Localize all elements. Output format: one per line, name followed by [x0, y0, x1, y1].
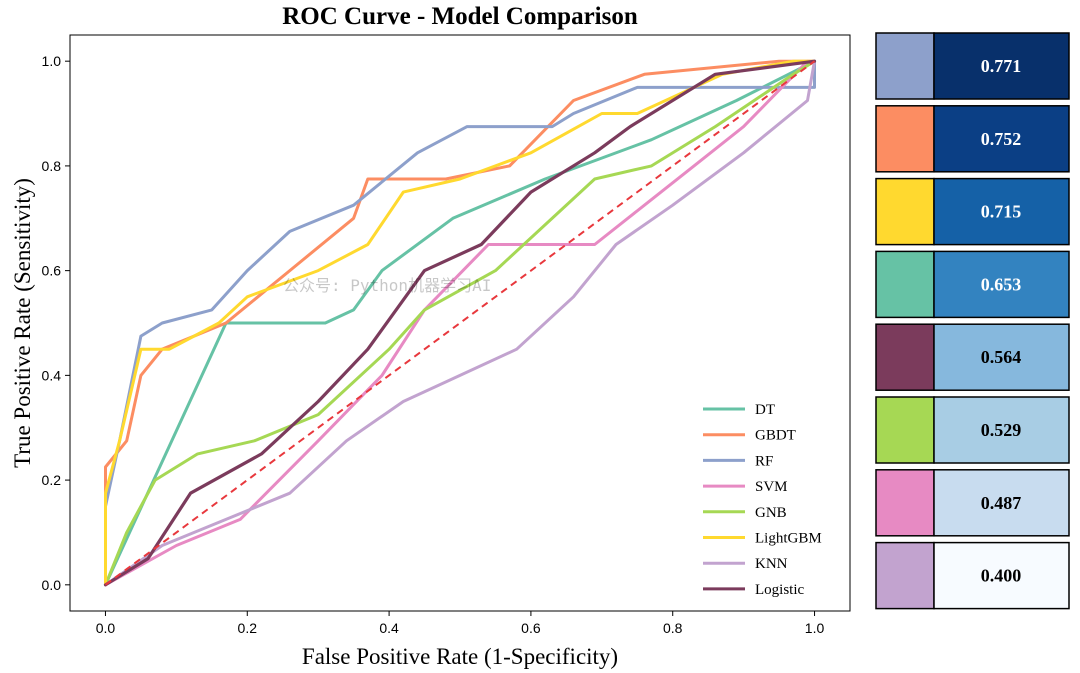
roc-line-knn: [104, 59, 816, 587]
y-tick-label: 0.0: [42, 577, 62, 593]
auc-cell-logistic: [933, 323, 1070, 391]
chart-title: ROC Curve - Model Comparison: [282, 3, 638, 30]
auc-swatch-gbdt: [875, 105, 935, 173]
legend-label-rf: RF: [755, 453, 773, 469]
auc-cell-gbdt: [933, 105, 1070, 173]
legend-label-dt: DT: [755, 402, 775, 418]
x-tick-label: 0.2: [238, 620, 258, 636]
x-tick-label: 1.0: [805, 620, 825, 636]
auc-swatch-lightgbm: [875, 177, 935, 246]
x-tick-label: 0.8: [663, 620, 683, 636]
y-axis-label: True Positive Rate (Sensitivity): [10, 178, 35, 468]
roc-line-logistic: [103, 59, 817, 587]
auc-swatch-rf: [875, 32, 935, 100]
legend: DT GBDT RF SVM GNB LightGBM KNN Logistic: [693, 392, 843, 604]
y-tick-label: 0.8: [42, 158, 62, 174]
auc-swatch-svm: [875, 469, 935, 537]
x-axis-label: False Positive Rate (1-Specificity): [302, 644, 618, 669]
auc-cell-gnb: [933, 396, 1070, 464]
axis-ticks: 0.0 0.2 0.4 0.6 0.8 1.0 0.0 0.2 0.4 0.6 0.8 1.0: [42, 53, 825, 636]
auc-cell-knn: [933, 541, 1070, 610]
auc-cell-dt: [933, 250, 1070, 319]
roc-line-gnb: [104, 59, 816, 587]
legend-label-gbdt: GBDT: [755, 428, 796, 444]
auc-swatch-knn: [875, 541, 935, 610]
legend-box: [693, 392, 843, 604]
x-tick-label: 0.6: [521, 620, 541, 636]
y-tick-label: 1.0: [42, 53, 62, 69]
legend-label-lightgbm: LightGBM: [755, 531, 822, 547]
auc-swatch-dt: [875, 250, 935, 319]
auc-cell-rf: [933, 32, 1070, 100]
diagonal-reference-line: [104, 60, 816, 586]
auc-swatch-logistic: [875, 323, 935, 391]
auc-panel: 0.771 0.752 0.715 0.653 0.564 0.529 0.487 0.400: [875, 32, 1070, 610]
roc-line-dt: [104, 59, 816, 587]
auc-value-gnb: 0.529: [981, 420, 1022, 440]
auc-cell-lightgbm: [933, 177, 1070, 246]
y-tick-label: 0.2: [42, 472, 62, 488]
auc-value-logistic: 0.564: [981, 347, 1022, 367]
auc-value-gbdt: 0.752: [981, 129, 1022, 149]
x-tick-label: 0.0: [96, 620, 116, 636]
auc-value-dt: 0.653: [981, 274, 1022, 294]
legend-label-logistic: Logistic: [755, 582, 805, 598]
legend-label-knn: KNN: [755, 556, 788, 572]
y-tick-label: 0.4: [42, 367, 62, 383]
roc-line-rf: [104, 59, 816, 587]
roc-line-svm: [104, 59, 816, 587]
legend-label-svm: SVM: [755, 479, 788, 495]
series-layer: [103, 59, 817, 587]
auc-value-knn: 0.400: [981, 566, 1022, 586]
auc-value-svm: 0.487: [981, 493, 1022, 513]
auc-value-lightgbm: 0.715: [981, 202, 1022, 222]
watermark: 公众号: Python机器学习AI: [283, 276, 491, 295]
legend-label-gnb: GNB: [755, 505, 787, 521]
auc-cell-svm: [933, 469, 1070, 537]
roc-line-lightgbm: [104, 59, 816, 587]
auc-swatch-gnb: [875, 396, 935, 464]
auc-value-rf: 0.771: [981, 56, 1022, 76]
roc-line-gbdt: [104, 59, 816, 587]
y-tick-label: 0.6: [42, 263, 62, 279]
x-tick-label: 0.4: [379, 620, 399, 636]
